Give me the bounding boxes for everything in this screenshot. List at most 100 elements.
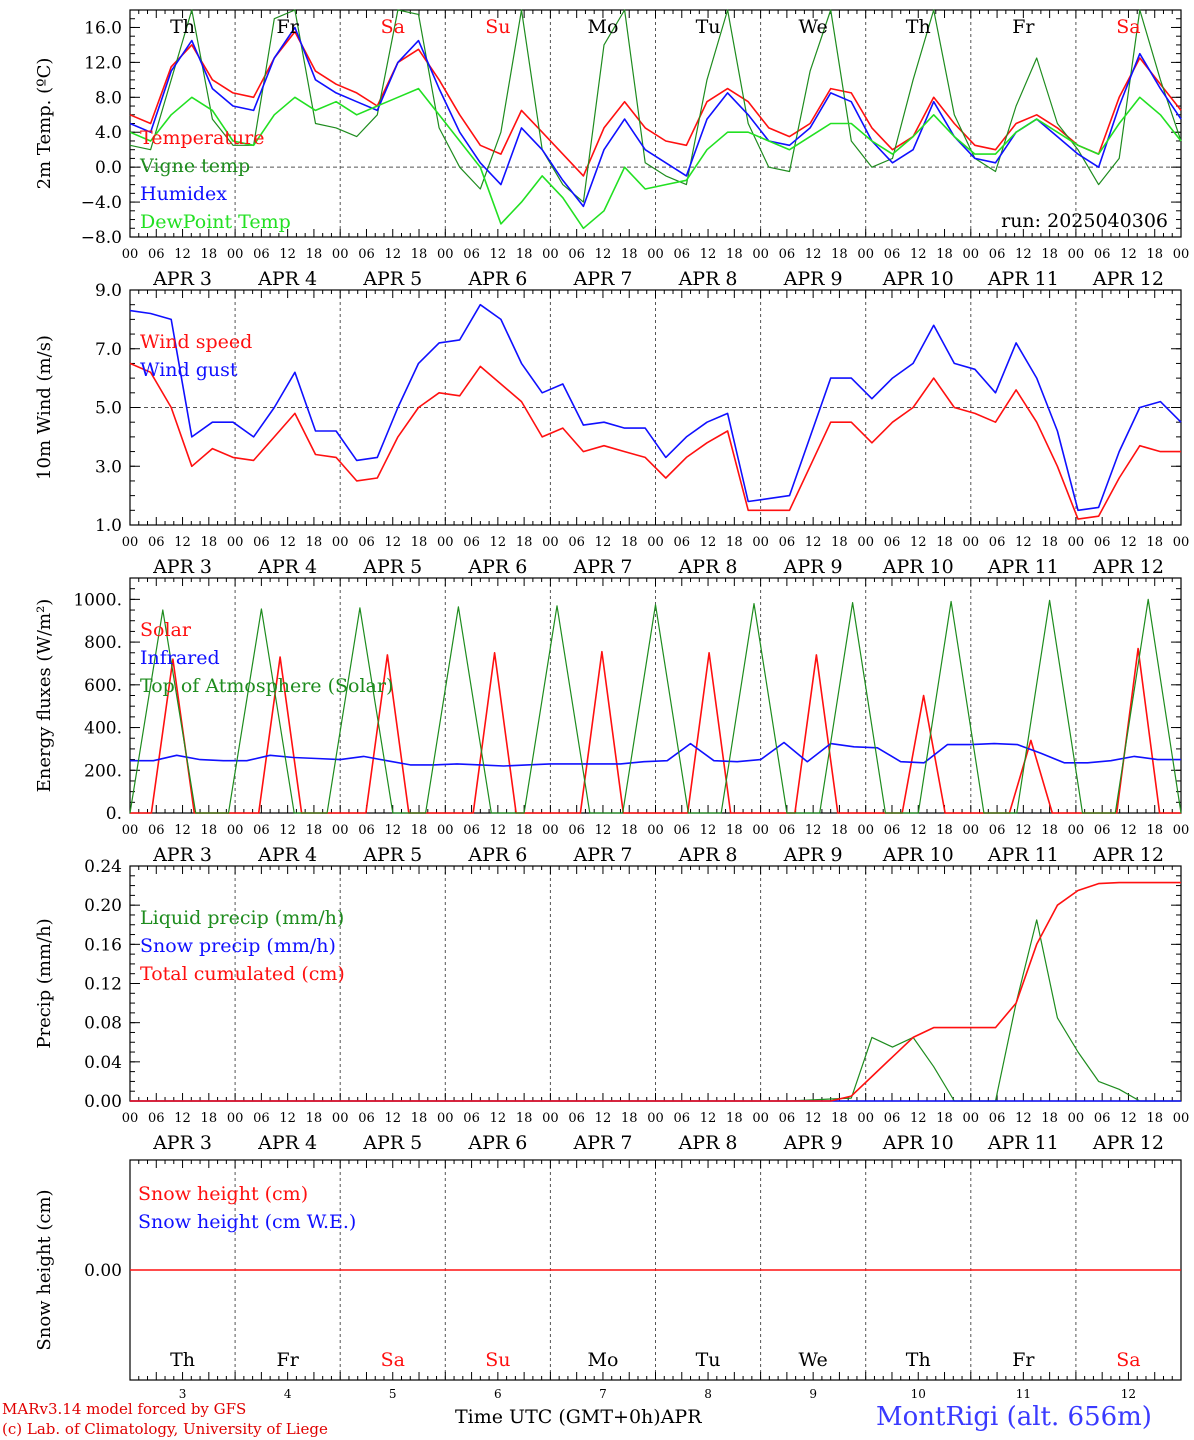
hour-tick-label: 00: [752, 823, 769, 838]
legend-entry: Snow precip (mm/h): [140, 935, 336, 957]
hour-tick-label: 18: [936, 535, 953, 550]
hour-tick-label: 06: [884, 247, 901, 262]
hour-tick-label: 06: [568, 1111, 585, 1126]
station-title: MontRigi (alt. 656m): [876, 1402, 1152, 1432]
y-tick-label: 0.16: [84, 935, 122, 955]
hour-tick-label: 18: [621, 247, 638, 262]
y-tick-label: 0.00: [84, 1261, 122, 1281]
weekday-label: Fr: [1012, 16, 1035, 38]
y-tick-label: 0.12: [84, 975, 122, 995]
hour-tick-label: 00: [1068, 1111, 1085, 1126]
hour-tick-label: 18: [306, 535, 323, 550]
hour-tick-label: 12: [805, 247, 822, 262]
hour-tick-label: 12: [595, 247, 612, 262]
y-tick-label: 0.24: [84, 857, 122, 877]
hour-tick-label: 12: [595, 823, 612, 838]
hour-tick-label: 06: [674, 823, 691, 838]
y-tick-label: 0.0: [95, 158, 122, 178]
legend-entry: Snow height (cm W.E.): [138, 1211, 356, 1233]
hour-tick-label: 06: [253, 823, 270, 838]
hour-tick-label: 00: [857, 1111, 874, 1126]
hour-tick-label: 06: [884, 535, 901, 550]
date-label: APR 4: [257, 1132, 317, 1154]
day-number-label: 9: [809, 1387, 817, 1400]
hour-tick-label: 00: [542, 1111, 559, 1126]
hour-tick-label: 18: [1041, 823, 1058, 838]
hour-tick-label: 00: [332, 823, 349, 838]
weekday-label: Th: [906, 1349, 931, 1371]
hour-tick-label: 12: [595, 1111, 612, 1126]
y-tick-label: 0.: [106, 804, 122, 824]
date-label: APR 5: [362, 844, 422, 866]
hour-tick-label: 00: [752, 247, 769, 262]
hour-tick-label: 12: [384, 1111, 401, 1126]
date-label: APR 12: [1092, 844, 1164, 866]
date-label: APR 6: [467, 268, 527, 290]
date-label: APR 4: [257, 268, 317, 290]
hour-tick-label: 18: [306, 823, 323, 838]
series-top-of-atmosphere-solar: [129, 598, 1182, 814]
series-wind-speed: [129, 362, 1181, 520]
hour-tick-label: 12: [490, 247, 507, 262]
y-tick-label: −4.0: [81, 193, 122, 213]
y-tick-label: 1000.: [73, 590, 122, 610]
series-total-cumulated-cm: [130, 881, 1181, 1102]
hour-tick-label: 12: [595, 535, 612, 550]
hour-tick-label: 00: [437, 247, 454, 262]
hour-tick-label: 18: [201, 1111, 218, 1126]
hour-tick-label: 06: [148, 535, 165, 550]
weekday-label: Su: [485, 1349, 510, 1371]
hour-tick-label: 18: [1146, 1111, 1163, 1126]
weekday-label: Sa: [1116, 16, 1140, 38]
y-tick-label: −8.0: [81, 228, 122, 248]
hour-tick-label: 12: [700, 823, 717, 838]
hour-tick-label: 06: [1094, 823, 1111, 838]
date-label: APR 10: [882, 556, 954, 578]
hour-tick-label: 06: [674, 1111, 691, 1126]
date-label: APR 5: [362, 1132, 422, 1154]
hour-tick-label: 06: [358, 535, 375, 550]
weekday-label: Fr: [1012, 1349, 1035, 1371]
hour-tick-label: 00: [122, 1111, 139, 1126]
hour-tick-label: 12: [174, 1111, 191, 1126]
y-tick-label: 16.0: [84, 18, 122, 38]
hour-tick-label: 12: [384, 823, 401, 838]
y-tick-label: 3.0: [95, 457, 122, 477]
y-tick-label: 9.0: [95, 281, 122, 301]
hour-tick-label: 12: [910, 247, 927, 262]
hour-tick-label: 00: [122, 823, 139, 838]
legend-entry: Vigne temp: [139, 155, 250, 177]
hour-tick-label: 00: [963, 535, 980, 550]
hour-tick-label: 00: [227, 247, 244, 262]
y-tick-label: 800.: [84, 633, 122, 653]
legend-entry: Infrared: [140, 647, 220, 669]
hour-tick-label: 00: [1173, 1111, 1190, 1126]
series-temperature: [129, 30, 1182, 177]
hour-tick-label: 00: [332, 535, 349, 550]
hour-tick-label: 06: [463, 1111, 480, 1126]
hour-tick-label: 06: [1094, 247, 1111, 262]
day-number-label: 5: [389, 1387, 397, 1400]
hour-tick-label: 00: [963, 1111, 980, 1126]
series-wind-gust: [129, 303, 1182, 512]
hour-tick-label: 06: [358, 247, 375, 262]
day-number-label: 10: [911, 1387, 926, 1400]
hour-tick-label: 06: [989, 1111, 1006, 1126]
hour-tick-label: 00: [647, 535, 664, 550]
hour-tick-label: 18: [1146, 247, 1163, 262]
date-label: APR 7: [572, 268, 632, 290]
hour-tick-label: 18: [621, 535, 638, 550]
hour-tick-label: 06: [1094, 535, 1111, 550]
legend-entry: Snow height (cm): [138, 1183, 308, 1205]
series-infrared: [130, 741, 1181, 767]
hour-tick-label: 00: [963, 247, 980, 262]
weekday-label: Tu: [696, 1349, 721, 1371]
date-label: APR 3: [152, 556, 212, 578]
hour-tick-label: 18: [936, 1111, 953, 1126]
hour-tick-label: 18: [831, 1111, 848, 1126]
day-number-label: 8: [704, 1387, 712, 1400]
hour-tick-label: 18: [1146, 535, 1163, 550]
day-number-label: 7: [599, 1387, 607, 1400]
legend-entry: Wind gust: [140, 359, 238, 381]
lab-credit: (c) Lab. of Climatology, University of L…: [2, 1420, 328, 1438]
